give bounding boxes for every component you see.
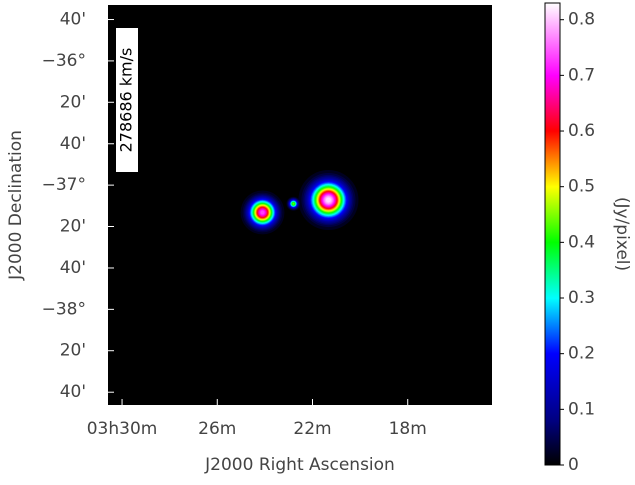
y-tick-label: −36° xyxy=(42,51,86,71)
y-tick-label: −38° xyxy=(42,299,86,319)
x-axis-label: J2000 Right Ascension xyxy=(204,455,395,475)
y-tick-label: 40' xyxy=(60,382,86,402)
x-tick-label: 22m xyxy=(293,419,331,439)
colorbar-tick-label: 0.8 xyxy=(568,10,595,30)
colorbar-tick-label: 0.1 xyxy=(568,399,595,419)
colorbar-tick-label: 0.7 xyxy=(568,65,595,85)
y-axis-label: J2000 Declination xyxy=(6,130,26,281)
x-tick-label: 26m xyxy=(198,419,236,439)
colorbar-tick-label: 0.3 xyxy=(568,288,595,308)
source xyxy=(240,190,285,235)
source xyxy=(286,196,301,211)
y-tick-label: 20' xyxy=(60,341,86,361)
colorbar-tick-label: 0.6 xyxy=(568,121,595,141)
y-tick-label: 40' xyxy=(60,258,86,278)
colorbar-label: (Jy/pixel) xyxy=(612,197,632,271)
y-tick-label: 40' xyxy=(60,10,86,30)
colorbar-tick-label: 0 xyxy=(568,455,579,475)
image xyxy=(240,170,359,235)
y-tick-label: 40' xyxy=(60,134,86,154)
y-tick-label: 20' xyxy=(60,216,86,236)
colorbar-tick-label: 0.5 xyxy=(568,177,595,197)
y-tick-label: 20' xyxy=(60,92,86,112)
x-tick-label: 03h30m xyxy=(87,419,158,439)
source xyxy=(298,170,359,231)
colorbar-tick-label: 0.2 xyxy=(568,344,595,364)
annotation: 278686 km/s xyxy=(117,48,136,153)
colorbar-tick-label: 0.4 xyxy=(568,232,595,252)
annotation-box xyxy=(116,28,138,172)
x-tick-label: 18m xyxy=(389,419,427,439)
y-tick-label: −37° xyxy=(42,175,86,195)
colorbar xyxy=(544,2,561,466)
